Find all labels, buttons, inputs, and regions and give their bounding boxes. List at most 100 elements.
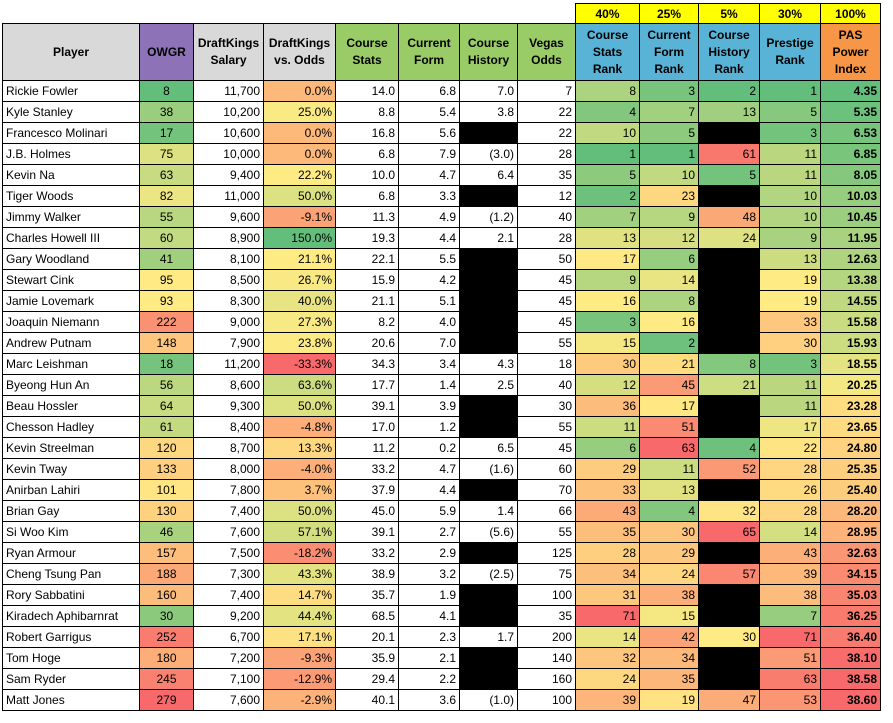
vegas-odds-cell[interactable]: 28 [517,143,576,165]
current-form-rank-cell[interactable]: 63 [639,437,699,459]
player-name[interactable]: Andrew Putnam [2,332,140,354]
salary-cell[interactable]: 7,100 [193,668,264,690]
prestige-rank-cell[interactable]: 17 [759,416,821,438]
course-stats-rank-cell[interactable]: 33 [575,479,640,501]
header-vegas-odds[interactable]: Vegas Odds [517,23,576,81]
pas-index-cell[interactable]: 38.58 [820,668,881,690]
course-history-cell[interactable]: 7.0 [459,80,518,102]
pas-index-cell[interactable]: 13.38 [820,269,881,291]
owgr-cell[interactable]: 95 [139,269,194,291]
salary-cell[interactable]: 7,400 [193,500,264,522]
vs-odds-cell[interactable]: 63.6% [263,374,336,396]
current-form-cell[interactable]: 7.0 [398,332,460,354]
course-history-cell[interactable] [459,290,518,312]
pas-index-cell[interactable]: 35.03 [820,584,881,606]
course-stats-rank-cell[interactable]: 4 [575,101,640,123]
vegas-odds-cell[interactable]: 35 [517,605,576,627]
course-stats-rank-cell[interactable]: 31 [575,584,640,606]
prestige-rank-cell[interactable]: 28 [759,458,821,480]
vs-odds-cell[interactable]: 23.8% [263,332,336,354]
player-name[interactable]: Kevin Na [2,164,140,186]
current-form-cell[interactable]: 4.1 [398,605,460,627]
current-form-cell[interactable]: 2.3 [398,626,460,648]
current-form-rank-cell[interactable]: 42 [639,626,699,648]
salary-cell[interactable]: 8,400 [193,416,264,438]
vs-odds-cell[interactable]: 22.2% [263,164,336,186]
course-history-cell[interactable]: 1.7 [459,626,518,648]
vegas-odds-cell[interactable]: 100 [517,689,576,711]
vs-odds-cell[interactable]: 14.7% [263,584,336,606]
vs-odds-cell[interactable]: 0.0% [263,143,336,165]
course-history-rank-cell[interactable]: 48 [698,206,760,228]
pas-index-cell[interactable]: 12.63 [820,248,881,270]
pas-index-cell[interactable]: 28.20 [820,500,881,522]
course-stats-cell[interactable]: 17.0 [335,416,399,438]
course-history-cell[interactable] [459,311,518,333]
salary-cell[interactable]: 7,900 [193,332,264,354]
current-form-rank-cell[interactable]: 15 [639,605,699,627]
pas-index-cell[interactable]: 36.25 [820,605,881,627]
salary-cell[interactable]: 8,500 [193,269,264,291]
current-form-cell[interactable]: 3.9 [398,395,460,417]
course-history-rank-cell[interactable] [698,542,760,564]
player-name[interactable]: Chesson Hadley [2,416,140,438]
current-form-rank-cell[interactable]: 29 [639,542,699,564]
prestige-rank-cell[interactable]: 13 [759,248,821,270]
course-stats-cell[interactable]: 33.2 [335,542,399,564]
prestige-rank-cell[interactable]: 19 [759,290,821,312]
prestige-rank-cell[interactable]: 3 [759,122,821,144]
pas-index-cell[interactable]: 38.60 [820,689,881,711]
pas-index-cell[interactable]: 15.93 [820,332,881,354]
header-course-history[interactable]: Course History [459,23,518,81]
prestige-rank-cell[interactable]: 71 [759,626,821,648]
vegas-odds-cell[interactable]: 30 [517,395,576,417]
current-form-cell[interactable]: 2.2 [398,668,460,690]
course-history-rank-cell[interactable] [698,479,760,501]
course-history-cell[interactable]: 6.5 [459,437,518,459]
course-history-cell[interactable] [459,647,518,669]
course-history-cell[interactable] [459,479,518,501]
current-form-cell[interactable]: 1.9 [398,584,460,606]
pas-index-cell[interactable]: 10.03 [820,185,881,207]
course-stats-rank-cell[interactable]: 1 [575,143,640,165]
current-form-rank-cell[interactable]: 7 [639,101,699,123]
course-history-cell[interactable]: (5.6) [459,521,518,543]
current-form-cell[interactable]: 3.4 [398,353,460,375]
pas-index-cell[interactable]: 32.63 [820,542,881,564]
player-name[interactable]: Anirban Lahiri [2,479,140,501]
owgr-cell[interactable]: 46 [139,521,194,543]
salary-cell[interactable]: 11,000 [193,185,264,207]
prestige-rank-cell[interactable]: 22 [759,437,821,459]
vs-odds-cell[interactable]: 50.0% [263,500,336,522]
course-history-rank-cell[interactable] [698,185,760,207]
prestige-rank-cell[interactable]: 33 [759,311,821,333]
vegas-odds-cell[interactable]: 55 [517,332,576,354]
player-name[interactable]: Kevin Streelman [2,437,140,459]
course-stats-cell[interactable]: 14.0 [335,80,399,102]
vegas-odds-cell[interactable]: 28 [517,227,576,249]
vs-odds-cell[interactable]: 26.7% [263,269,336,291]
vegas-odds-cell[interactable]: 40 [517,374,576,396]
course-history-rank-cell[interactable] [698,290,760,312]
vs-odds-cell[interactable]: -9.3% [263,647,336,669]
course-stats-rank-cell[interactable]: 8 [575,80,640,102]
player-name[interactable]: Rory Sabbatini [2,584,140,606]
course-history-cell[interactable]: (3.0) [459,143,518,165]
course-stats-cell[interactable]: 16.8 [335,122,399,144]
course-history-cell[interactable]: 2.1 [459,227,518,249]
course-stats-cell[interactable]: 37.9 [335,479,399,501]
course-stats-cell[interactable]: 35.9 [335,647,399,669]
course-stats-rank-cell[interactable]: 34 [575,563,640,585]
course-history-cell[interactable]: (1.0) [459,689,518,711]
course-stats-rank-cell[interactable]: 17 [575,248,640,270]
prestige-rank-cell[interactable]: 19 [759,269,821,291]
course-history-rank-cell[interactable]: 65 [698,521,760,543]
pas-index-cell[interactable]: 11.95 [820,227,881,249]
pas-index-cell[interactable]: 5.35 [820,101,881,123]
course-history-cell[interactable] [459,668,518,690]
course-history-cell[interactable] [459,122,518,144]
salary-cell[interactable]: 7,400 [193,584,264,606]
vs-odds-cell[interactable]: 21.1% [263,248,336,270]
header-course-stats-rank[interactable]: Course Stats Rank [575,23,640,81]
current-form-cell[interactable]: 5.4 [398,101,460,123]
